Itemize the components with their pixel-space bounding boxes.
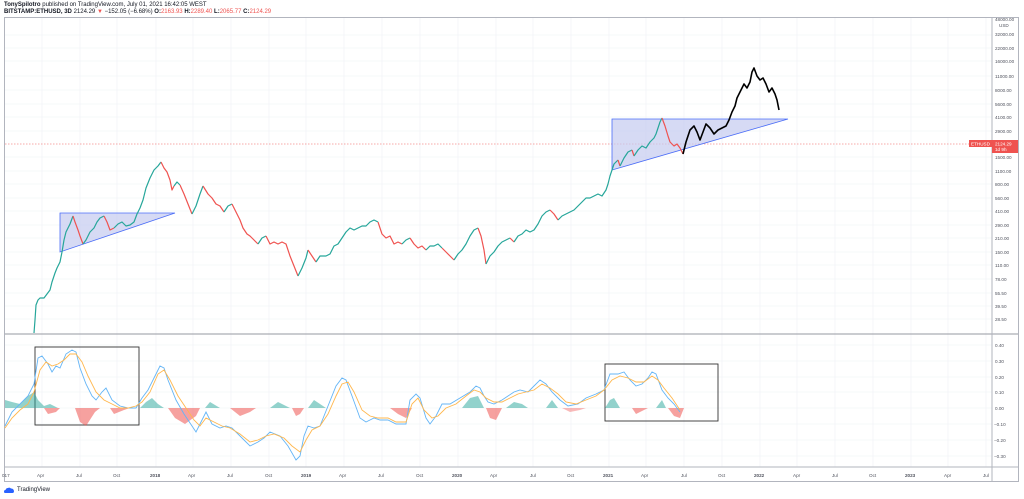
cloud-logo-icon [4,487,14,493]
macd-tick: −0.10 [994,422,1006,427]
price-tick: 78.00 [995,277,1007,282]
price-tick: 150.00 [995,250,1009,255]
macd-tick: 0.10 [995,390,1004,395]
price-tick: 2900.00 [995,129,1012,134]
svg-text:Apr: Apr [490,473,498,478]
svg-text:Jul: Jul [227,473,233,478]
macd-axis[interactable]: 0.40 0.30 0.20 0.10 0.00 −0.10 −0.20 −0.… [994,343,1006,459]
price-tick: 1500.00 [995,155,1012,160]
price-tick: 32000.00 [995,32,1015,37]
macd-histogram [5,392,684,426]
macd-annotation-box-2021[interactable] [604,363,719,422]
author-name[interactable]: TonySpilotro [4,2,41,8]
svg-text:Oct: Oct [718,473,726,478]
macd-tick: −0.20 [994,438,1006,443]
svg-text:2022: 2022 [754,473,765,478]
badge-price: 2124.29 [995,142,1012,147]
price-tick: 800.00 [995,182,1009,187]
price-tick: 1100.00 [995,169,1012,174]
macd-tick: 0.00 [995,406,1004,411]
svg-text:2020: 2020 [452,473,463,478]
price-tick: 5600.00 [995,102,1012,107]
svg-text:Apr: Apr [793,473,801,478]
svg-text:Jul: Jul [378,473,384,478]
vertical-gridlines [41,18,987,467]
time-axis[interactable]: 017 Apr Jul Oct 2018 Apr Jul Oct 2019 Ap… [2,473,989,478]
published-text: published on TradingView.com, July 01, 2… [42,2,207,8]
svg-text:Apr: Apr [339,473,347,478]
svg-text:Apr: Apr [944,473,952,478]
price-tick: 560.00 [995,196,1009,201]
chart-frame [4,17,1019,482]
svg-text:Jul: Jul [832,473,838,478]
last-price: 2124.29 [73,9,96,15]
open-value: 2163.93 [160,9,183,15]
close-label: C: [243,9,250,15]
svg-text:2021: 2021 [603,473,614,478]
publish-info: TonySpilotro published on TradingView.co… [4,2,207,8]
projected-bars-pattern [682,67,780,155]
price-tick: 4100.00 [995,115,1012,120]
symbol-title: BITSTAMP:ETHUSD, 3D [4,9,72,15]
badge-symbol: ETHUSD [971,142,991,147]
svg-text:2018: 2018 [150,473,161,478]
svg-text:2023: 2023 [905,473,916,478]
badge-countdown: 1d 9h [995,147,1007,152]
price-tick: 22000.00 [995,46,1015,51]
price-tick: 8000.00 [995,88,1012,93]
ascending-triangle-2021[interactable] [611,118,789,171]
svg-text:Apr: Apr [37,473,45,478]
signal-line [4,353,681,453]
brand-name: TradingView [17,487,51,493]
price-tick: 39.50 [995,304,1007,309]
svg-text:Jul: Jul [983,473,989,478]
svg-text:Oct: Oct [567,473,575,478]
price-unit-label: USD [999,23,1009,28]
price-axis[interactable]: 48000.00 USD 32000.00 22000.00 16000.00 … [995,17,1015,322]
price-tick: 11000.00 [995,74,1014,79]
open-label: O: [154,9,161,15]
price-tick: 110.00 [995,263,1009,268]
svg-text:Oct: Oct [113,473,121,478]
svg-text:2019: 2019 [301,473,312,478]
price-tick: 410.00 [995,209,1009,214]
ascending-triangle-2017[interactable] [59,212,176,253]
symbol-legend: BITSTAMP:ETHUSD, 3D 2124.29 ▼ −152.05 (−… [4,9,271,15]
svg-text:Apr: Apr [188,473,196,478]
macd-tick: −0.30 [994,454,1006,459]
macd-annotation-box-2017[interactable] [34,346,140,426]
svg-text:Jul: Jul [530,473,536,478]
low-label: L: [214,9,220,15]
price-tick: 210.00 [995,236,1009,241]
tradingview-logo[interactable]: TradingView [4,487,50,493]
price-change: −152.05 (−6.68%) [104,9,153,15]
price-tick: 290.00 [995,223,1009,228]
svg-text:Oct: Oct [416,473,424,478]
macd-line [4,349,681,461]
close-value: 2124.29 [249,9,272,15]
candlestick-series [33,117,684,334]
svg-text:Jul: Jul [76,473,82,478]
svg-text:Oct: Oct [869,473,877,478]
macd-tick: 0.30 [995,359,1004,364]
svg-text:Jul: Jul [681,473,687,478]
last-price-badge: ETHUSD 2124.29 1d 9h [969,140,1018,153]
price-tick: 28.50 [995,317,1007,322]
svg-text:Oct: Oct [265,473,273,478]
macd-tick: 0.20 [995,375,1004,380]
high-value: 2289.40 [190,9,213,15]
low-value: 2065.77 [219,9,242,15]
macd-tick: 0.40 [995,343,1004,348]
down-arrow-icon: ▼ [96,9,103,15]
price-tick: 55.50 [995,291,1007,296]
high-label: H: [184,9,191,15]
svg-text:017: 017 [2,473,10,478]
svg-text:Apr: Apr [641,473,649,478]
price-tick: 48000.00 [995,17,1015,22]
price-tick: 16000.00 [995,59,1015,64]
